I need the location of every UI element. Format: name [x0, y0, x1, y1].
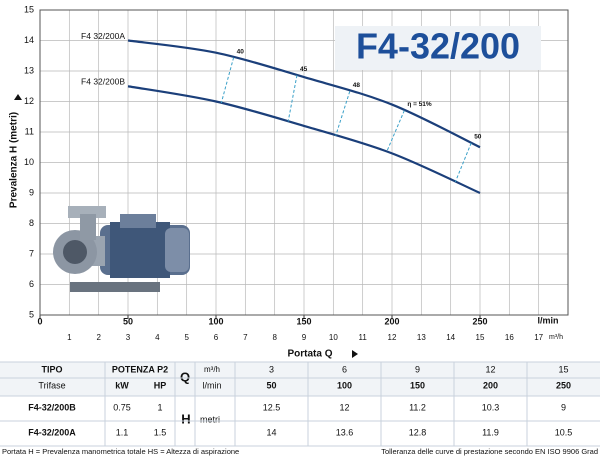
y-tick-label: 9	[29, 187, 34, 197]
table-cell: 9	[415, 364, 420, 374]
curve	[127, 85, 481, 195]
x2-tick-label: 2	[96, 333, 101, 342]
y-tick-label: 5	[29, 309, 34, 319]
x-tick-label: 0	[37, 316, 42, 326]
table-header: m³/h	[204, 365, 220, 374]
table-cell: 150	[410, 380, 425, 390]
table-cell: 3	[269, 364, 274, 374]
y-tick-label: 6	[29, 279, 34, 289]
y-tick-label: 11	[25, 126, 34, 136]
table-header-bg	[0, 362, 600, 396]
table-cell: 15	[558, 364, 568, 374]
x-axis-title: Portata Q	[287, 349, 332, 360]
y-tick-label: 7	[29, 248, 34, 258]
x-tick-label: 150	[296, 316, 311, 326]
table-cell: 11.9	[482, 427, 499, 437]
x-tick-label: 200	[384, 316, 399, 326]
curve-label: F4 32/200B	[81, 77, 125, 87]
title-box	[335, 26, 541, 70]
plot-frame	[39, 9, 569, 316]
x-tick-label: 50	[123, 316, 133, 326]
x-tick-label: 100	[208, 316, 223, 326]
efficiency-line	[287, 75, 298, 122]
x-arrow	[352, 350, 358, 358]
y-tick-label: 10	[24, 157, 34, 167]
table-cell: 250	[556, 380, 571, 390]
y-tick-label: 14	[24, 35, 34, 45]
x2-tick-label: 17	[534, 333, 543, 342]
table-cell: 10.5	[555, 427, 573, 437]
table-cell: F4-32/200A	[28, 427, 76, 437]
y-tick-label: 13	[24, 65, 34, 75]
table-header: l/min	[202, 380, 221, 390]
table-cell: 14	[266, 427, 276, 437]
chart-title: F4-32/200	[356, 26, 520, 67]
y-tick-label: 8	[29, 218, 34, 228]
pump-image	[53, 206, 190, 292]
efficiency-line	[454, 142, 472, 183]
y-tick-label: 12	[24, 96, 34, 106]
x2-tick-label: 16	[505, 333, 514, 342]
curve	[127, 39, 481, 149]
footer-note: Portata H = Prevalenza manometrica total…	[2, 447, 239, 456]
x2-tick-label: 9	[302, 333, 307, 342]
table-cell: 50	[266, 380, 276, 390]
table-header: TIPO	[41, 364, 62, 374]
x2-tick-label: 5	[184, 333, 189, 342]
table-cell: 200	[483, 380, 498, 390]
x2-tick-label: 10	[329, 333, 338, 342]
table-cell: 1.5	[154, 427, 167, 437]
table-cell: 12	[485, 364, 495, 374]
x2-tick-label: 1	[67, 333, 72, 342]
curve-label: F4 32/200A	[81, 31, 125, 41]
table-header: metri	[200, 414, 220, 424]
efficiency-line	[220, 57, 235, 104]
x2-tick-label: 12	[388, 333, 397, 342]
x2-tick-label: 8	[272, 333, 277, 342]
efficiency-line	[386, 110, 405, 152]
footer-note: Tolleranza delle curve di prestazione se…	[381, 447, 598, 456]
table-header: kW	[115, 380, 129, 390]
efficiency-label: η = 51%	[407, 101, 432, 108]
efficiency-label: 40	[237, 48, 245, 55]
table-cell: 11.2	[409, 402, 426, 412]
table-cell: 100	[337, 380, 352, 390]
y-axis-title: Prevalenza H (metri)	[9, 112, 20, 208]
table-cell: 13.6	[336, 427, 354, 437]
x-tick-label: 250	[472, 316, 487, 326]
table-cell: 10.3	[482, 402, 500, 412]
table-cell: 12	[339, 402, 349, 412]
x2-tick-label: 3	[126, 333, 131, 342]
efficiency-label: 48	[353, 82, 361, 89]
x2-tick-label: 11	[359, 333, 368, 342]
x2-tick-label: 15	[476, 333, 485, 342]
table-header: HP	[154, 380, 167, 390]
y-arrow	[14, 94, 22, 100]
x2-tick-label: 14	[446, 333, 455, 342]
table-cell: 1	[157, 402, 162, 412]
table-cell: 1.1	[116, 427, 129, 437]
table-cell: 12.5	[263, 402, 281, 412]
table-cell: 0.75	[113, 402, 131, 412]
x2-tick-label: 4	[155, 333, 160, 342]
y-tick-label: 15	[24, 4, 34, 14]
x2-tick-label: 7	[243, 333, 248, 342]
table-cell: 9	[561, 402, 566, 412]
table-cell: 12.8	[409, 427, 427, 437]
x2-tick-label: 6	[214, 333, 219, 342]
efficiency-line	[335, 91, 351, 136]
efficiency-label: 50	[474, 134, 482, 141]
x-unit: l/min	[537, 315, 558, 325]
x2-tick-label: 13	[417, 333, 426, 342]
efficiency-label: 45	[300, 66, 308, 73]
table-header: H	[181, 411, 190, 426]
table-cell: F4-32/200B	[28, 402, 76, 412]
x2-unit: m³/h	[549, 334, 563, 341]
table-header: POTENZA P2	[112, 364, 168, 374]
table-header: Q	[180, 369, 190, 384]
table-header: Trifase	[38, 380, 65, 390]
table-cell: 6	[342, 364, 347, 374]
